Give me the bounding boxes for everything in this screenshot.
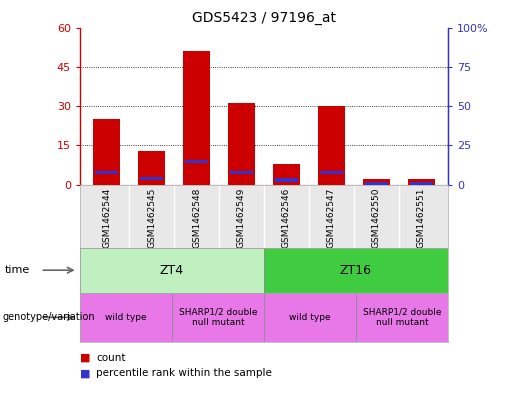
Text: GSM1462544: GSM1462544 [102, 188, 111, 248]
Bar [95, 171, 118, 174]
Bar [409, 182, 433, 185]
Text: GSM1462545: GSM1462545 [147, 188, 156, 248]
Bar [80, 248, 264, 293]
Bar [318, 106, 345, 185]
Text: percentile rank within the sample: percentile rank within the sample [96, 368, 272, 378]
Text: time: time [5, 265, 30, 275]
Text: ZT16: ZT16 [340, 264, 372, 277]
Text: GSM1462551: GSM1462551 [417, 188, 425, 248]
Text: GSM1462548: GSM1462548 [192, 188, 201, 248]
Bar [275, 178, 298, 182]
Bar [264, 293, 356, 342]
Bar [228, 103, 255, 185]
Text: GSM1462549: GSM1462549 [237, 188, 246, 248]
Bar [183, 51, 210, 185]
Text: GSM1462546: GSM1462546 [282, 188, 291, 248]
Text: ZT4: ZT4 [160, 264, 184, 277]
Bar [356, 293, 448, 342]
Text: GSM1462547: GSM1462547 [327, 188, 336, 248]
Text: SHARP1/2 double
null mutant: SHARP1/2 double null mutant [363, 307, 441, 327]
Bar [363, 180, 390, 185]
Bar [365, 182, 388, 185]
Bar [408, 180, 435, 185]
Bar [172, 293, 264, 342]
Bar [230, 171, 253, 174]
Text: genotype/variation: genotype/variation [3, 312, 95, 322]
Bar [140, 177, 163, 180]
Text: SHARP1/2 double
null mutant: SHARP1/2 double null mutant [179, 307, 257, 327]
Text: ■: ■ [80, 368, 90, 378]
Text: GSM1462550: GSM1462550 [372, 188, 381, 248]
Bar [80, 293, 172, 342]
Bar [185, 160, 208, 163]
Text: wild type: wild type [289, 313, 331, 322]
Text: wild type: wild type [105, 313, 147, 322]
Bar [273, 164, 300, 185]
Title: GDS5423 / 97196_at: GDS5423 / 97196_at [192, 11, 336, 25]
Bar [93, 119, 120, 185]
Text: count: count [96, 353, 126, 363]
Bar [264, 248, 448, 293]
Text: ■: ■ [80, 353, 90, 363]
Bar [138, 151, 165, 185]
Bar [320, 171, 343, 174]
